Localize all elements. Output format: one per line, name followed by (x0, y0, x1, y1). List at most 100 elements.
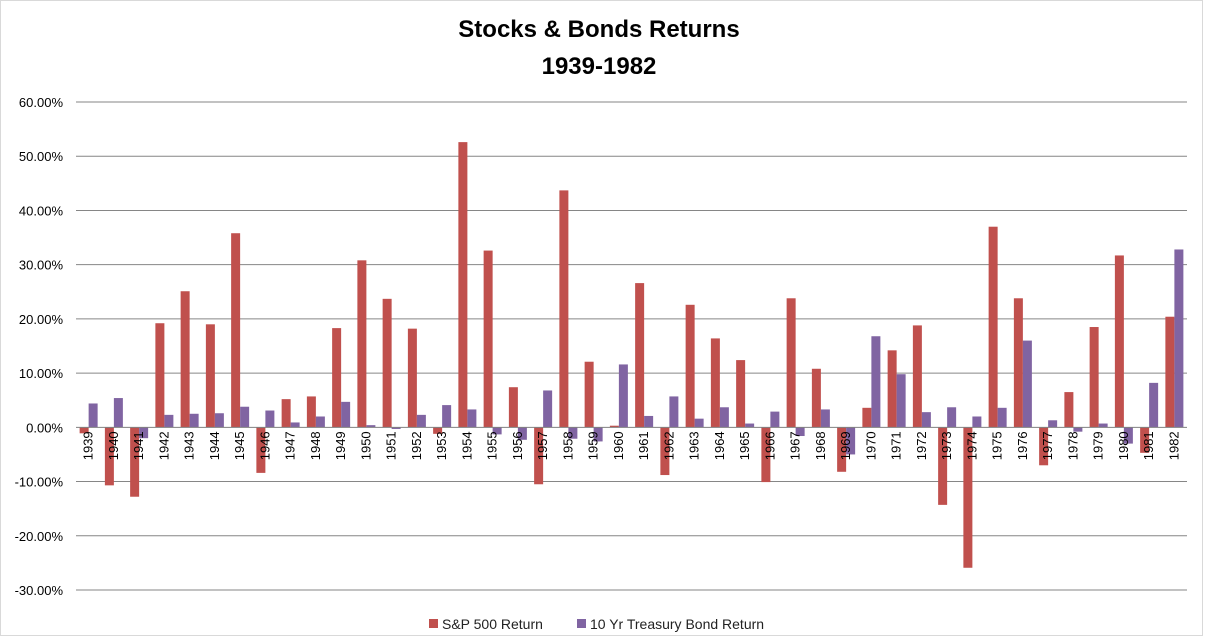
y-tick-label: 30.00% (19, 258, 64, 273)
bar-treasury (745, 423, 755, 428)
bar-sp500 (1089, 327, 1099, 428)
y-tick-label: -30.00% (15, 583, 64, 598)
x-category-label: 1949 (333, 431, 348, 460)
bar-treasury (770, 411, 780, 428)
y-tick-label: 40.00% (19, 203, 64, 218)
bar-sp500 (938, 427, 948, 505)
y-tick-label: -10.00% (15, 475, 64, 490)
legend-swatch-sp500 (429, 619, 438, 628)
bar-treasury (694, 418, 704, 428)
x-category-label: 1956 (510, 431, 525, 460)
chart-subtitle: 1939-1982 (542, 53, 657, 80)
bar-sp500 (786, 298, 796, 428)
bar-sp500 (382, 298, 392, 428)
bar-sp500 (407, 328, 417, 428)
bar-treasury (820, 409, 830, 428)
bar-sp500 (104, 427, 114, 486)
bar-treasury (517, 427, 527, 440)
x-category-label: 1952 (409, 431, 424, 460)
bar-sp500 (483, 250, 493, 428)
bar-sp500 (736, 360, 746, 428)
bar-sp500 (710, 338, 720, 428)
bar-treasury (846, 427, 856, 455)
x-category-label: 1939 (81, 431, 96, 460)
bar-sp500 (357, 260, 367, 428)
bar-sp500 (332, 328, 342, 428)
bar-treasury (442, 405, 452, 428)
x-category-label: 1951 (384, 431, 399, 460)
x-category-label: 1973 (939, 431, 954, 460)
x-category-label: 1960 (611, 431, 626, 460)
legend-label-treasury: 10 Yr Treasury Bond Return (590, 616, 764, 632)
bar-sp500 (205, 324, 215, 428)
x-category-label: 1975 (990, 431, 1005, 460)
x-category-label: 1947 (283, 431, 298, 460)
bar-treasury (921, 412, 931, 428)
y-tick-label: -20.00% (15, 529, 64, 544)
bar-treasury (1149, 382, 1159, 428)
x-category-label: 1955 (485, 431, 500, 460)
bars (79, 142, 1184, 568)
bar-sp500 (988, 226, 998, 428)
x-category-label: 1959 (586, 431, 601, 460)
bar-sp500 (635, 283, 645, 428)
bar-sp500 (811, 368, 821, 428)
x-category-label: 1966 (762, 431, 777, 460)
x-category-label: 1970 (863, 431, 878, 460)
x-category-label: 1953 (434, 431, 449, 460)
bar-treasury (492, 427, 502, 435)
x-axis-categories: 1939 1940 1941 1942 1943 1944 1945 1946 1947 1948… (81, 431, 1182, 460)
bar-sp500 (1140, 427, 1150, 453)
bar-treasury (341, 401, 351, 428)
bar-sp500 (433, 427, 443, 434)
x-category-label: 1976 (1015, 431, 1030, 460)
bar-treasury (1022, 340, 1032, 428)
bar-treasury (139, 427, 149, 439)
bar-treasury (1174, 249, 1184, 428)
y-tick-label: 20.00% (19, 312, 64, 327)
bar-treasury (543, 390, 553, 428)
x-category-label: 1978 (1065, 431, 1080, 460)
x-category-label: 1941 (131, 431, 146, 460)
x-category-label: 1965 (737, 431, 752, 460)
bar-sp500 (1165, 316, 1175, 428)
bar-treasury (88, 403, 98, 428)
bar-treasury (164, 414, 174, 428)
x-category-label: 1972 (914, 431, 929, 460)
bar-treasury (1098, 423, 1108, 428)
y-tick-label: 0.00% (26, 420, 63, 435)
bar-treasury (618, 364, 628, 428)
bar-treasury (896, 374, 906, 428)
bar-sp500 (660, 427, 670, 476)
bar-treasury (795, 427, 805, 437)
x-category-label: 1981 (1141, 431, 1156, 460)
bar-sp500 (887, 350, 897, 428)
x-category-label: 1961 (636, 431, 651, 460)
chart-title: Stocks & Bonds Returns (458, 16, 739, 43)
bar-treasury (644, 415, 654, 428)
x-category-label: 1977 (1040, 431, 1055, 460)
legend-label-sp500: S&P 500 Return (442, 616, 543, 632)
x-category-label: 1971 (889, 431, 904, 460)
x-category-label: 1958 (560, 431, 575, 460)
x-category-label: 1964 (712, 431, 727, 460)
x-category-label: 1942 (156, 431, 171, 460)
legend-swatch-treasury (577, 619, 586, 628)
bar-sp500 (180, 291, 190, 428)
bar-treasury (719, 407, 729, 428)
bar-sp500 (458, 142, 468, 428)
x-category-label: 1943 (182, 431, 197, 460)
bar-sp500 (1039, 427, 1049, 466)
bar-sp500 (963, 427, 973, 568)
bar-treasury (290, 422, 300, 428)
bar-sp500 (534, 427, 544, 485)
bar-treasury (871, 336, 881, 428)
bar-sp500 (685, 304, 695, 428)
bar-sp500 (1013, 298, 1023, 428)
bar-sp500 (508, 387, 518, 428)
x-category-label: 1968 (813, 431, 828, 460)
bar-treasury (366, 425, 376, 428)
bar-sp500 (155, 323, 165, 428)
x-category-label: 1945 (232, 431, 247, 460)
